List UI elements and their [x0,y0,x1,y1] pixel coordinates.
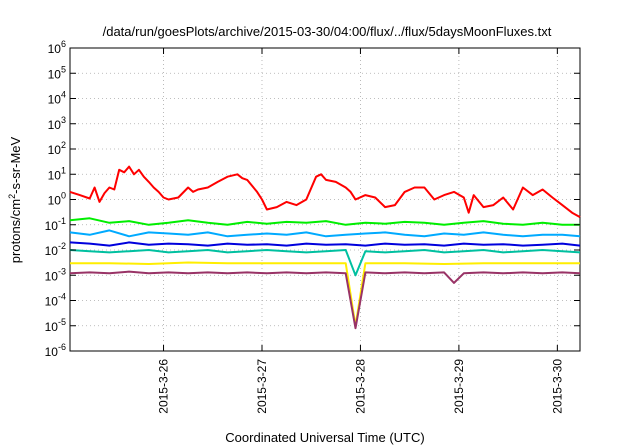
series-line-3 [69,229,581,238]
y-tick-exponent: -6 [58,342,66,352]
series-line-1 [69,165,581,218]
x-tick-label: 2015-3-27 [255,359,269,414]
y-tick-label: 101 [48,165,66,182]
y-axis-label-sup: 2 [7,194,17,199]
y-tick-exponent: 4 [61,90,66,100]
y-tick-label: 10-1 [45,216,66,233]
y-tick-label: 10-4 [45,292,66,309]
y-tick-label: 104 [48,90,66,107]
y-tick-base: 10 [48,67,62,81]
y-tick-base: 10 [45,320,59,334]
x-axis: 2015-3-26 2015-3-27 2015-3-28 2015-3-29 2015… [157,48,564,414]
y-tick-base: 10 [45,345,59,359]
y-tick-label: 10-2 [45,241,66,258]
y-tick-label: 10-5 [45,317,66,334]
series-layer [69,165,581,330]
y-tick-base: 10 [48,143,62,157]
y-tick-exponent: 3 [61,115,66,125]
series-line-6 [70,261,580,327]
chart-title: /data/run/goesPlots/archive/2015-03-30/0… [103,24,552,39]
series-line-4 [69,241,581,247]
y-tick-exponent: 6 [61,39,66,49]
y-tick-exponent: 2 [61,140,66,150]
y-tick-label: 106 [48,39,66,56]
y-tick-base: 10 [48,93,62,107]
y-tick-label: 10-6 [45,342,66,359]
y-tick-base: 10 [48,118,62,132]
x-tick-label: 2015-3-26 [157,359,171,414]
y-tick-exponent: -1 [58,216,66,226]
y-tick-base: 10 [45,295,59,309]
y-axis: 10610510410310210110010-110-210-310-410-… [45,39,580,359]
y-axis-label: protons/cm2-s-sr-MeV [7,136,23,263]
series-line-2 [69,217,580,226]
y-tick-exponent: -5 [58,317,66,327]
y-tick-exponent: -4 [58,292,66,302]
y-tick-base: 10 [45,219,59,233]
series-line-7 [69,270,581,330]
y-tick-exponent: -3 [58,266,66,276]
y-tick-exponent: 5 [61,64,66,74]
y-tick-exponent: -2 [58,241,66,251]
y-tick-base: 10 [45,269,59,283]
x-tick-label: 2015-3-29 [452,359,466,414]
y-tick-label: 103 [48,115,66,132]
y-tick-base: 10 [48,42,62,56]
y-tick-label: 10-3 [45,266,66,283]
series-line-5 [69,249,581,277]
y-tick-base: 10 [48,168,62,182]
x-tick-label: 2015-3-30 [550,359,564,414]
y-axis-label-pre: protons/cm [8,199,23,263]
y-axis-label-post: -s-sr-MeV [8,136,23,193]
y-tick-base: 10 [48,194,62,208]
y-tick-base: 10 [45,244,59,258]
y-tick-exponent: 1 [61,165,66,175]
y-tick-label: 105 [48,64,66,81]
x-axis-label: Coordinated Universal Time (UTC) [225,430,424,445]
y-tick-label: 102 [48,140,66,157]
grid [70,48,580,351]
y-tick-label: 100 [48,191,66,208]
x-tick-label: 2015-3-28 [353,359,367,414]
y-tick-exponent: 0 [61,191,66,201]
